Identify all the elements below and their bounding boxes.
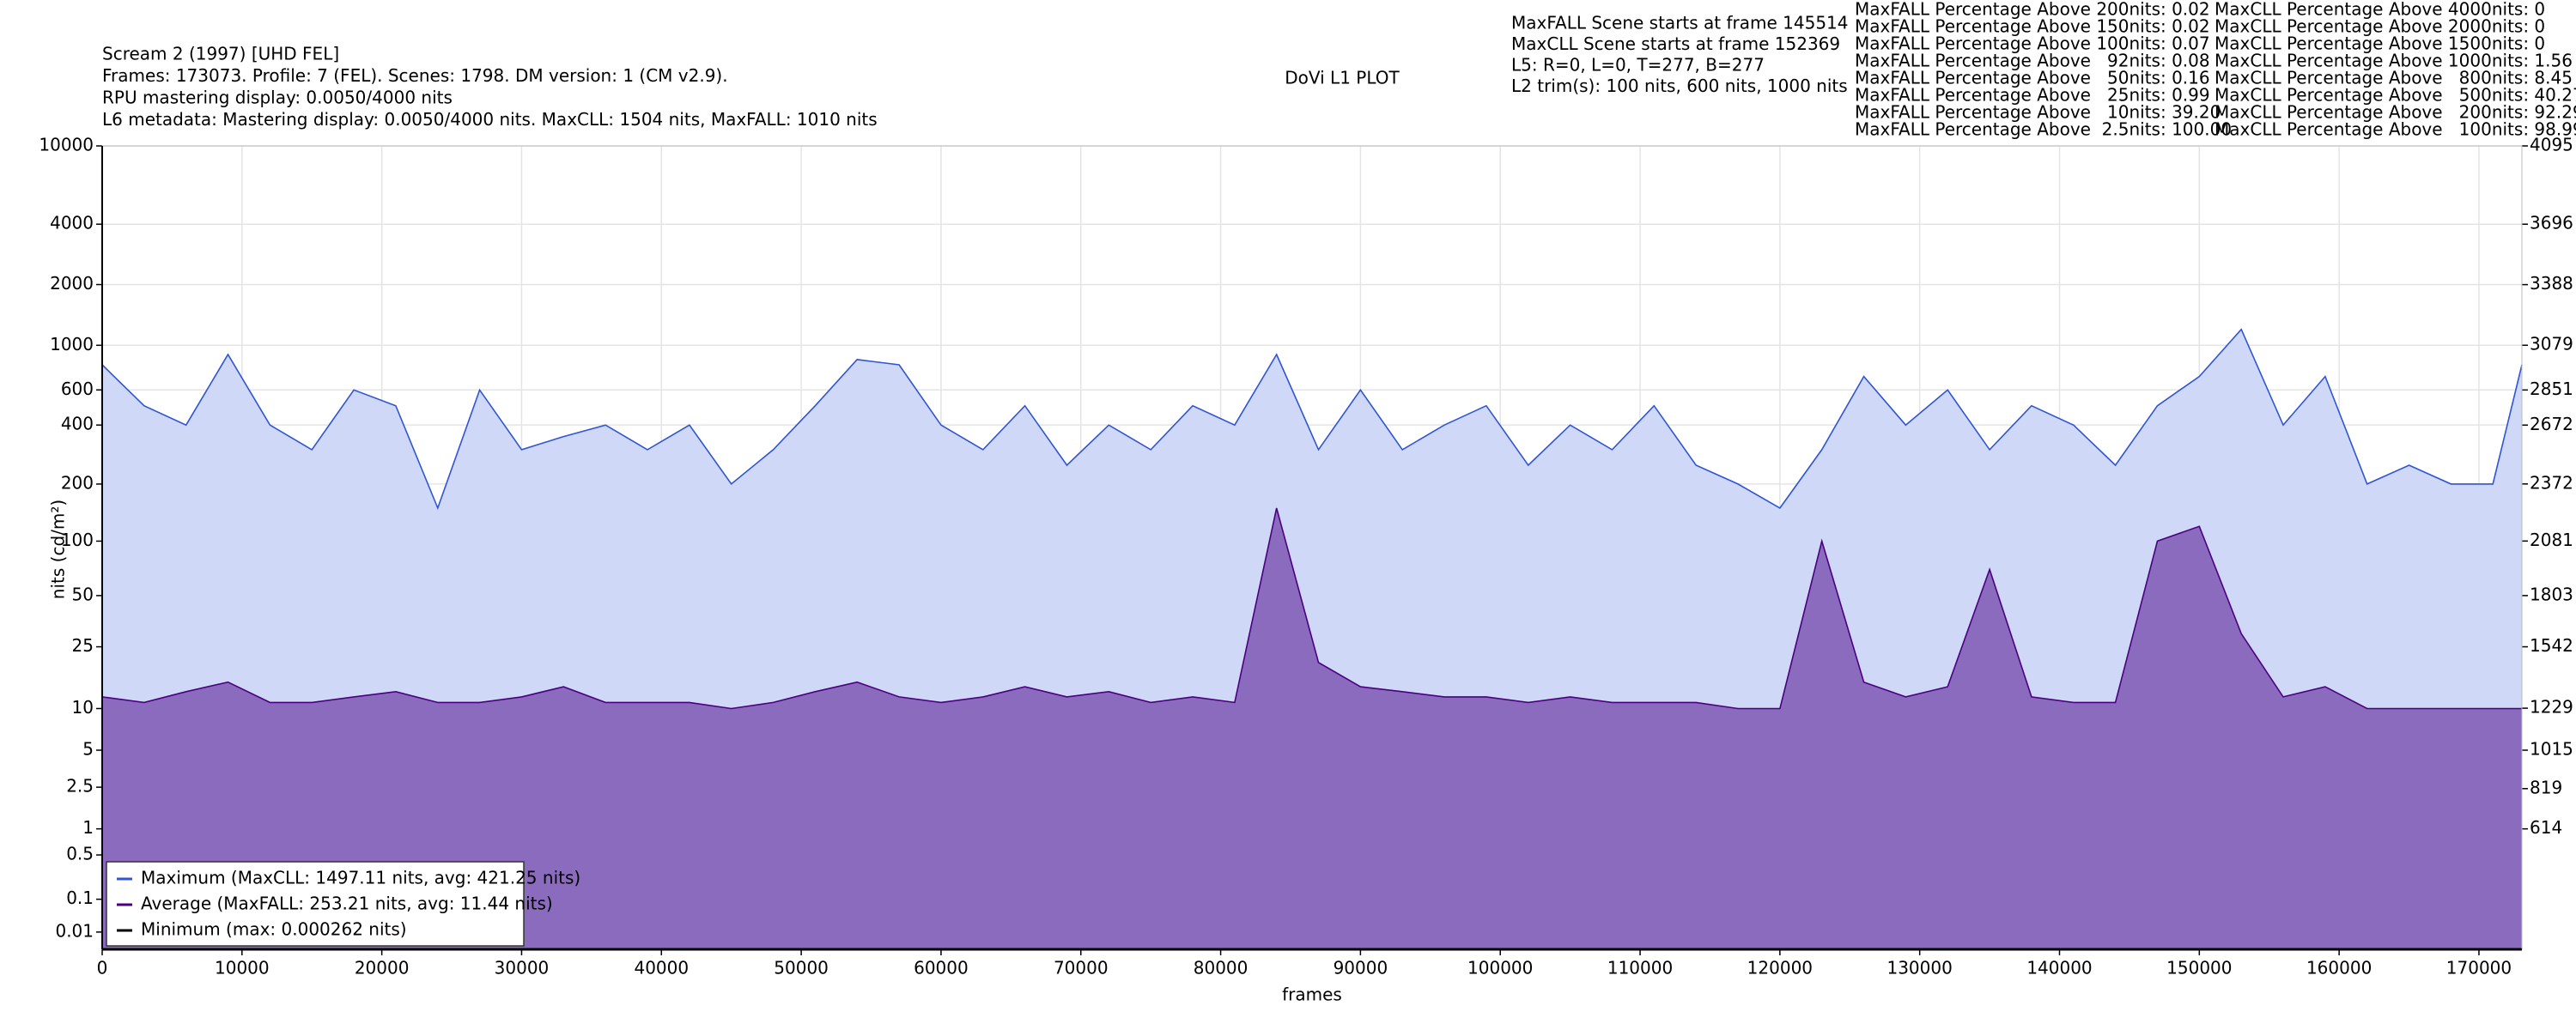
x-tick-label: 30000 (495, 958, 550, 978)
header-line: L6 metadata: Mastering display: 0.0050/4… (102, 109, 878, 130)
y2-tick-label: 1803 (2530, 584, 2573, 604)
x-tick-label: 140000 (2026, 958, 2092, 978)
y2-tick-label: 1015 (2530, 739, 2573, 760)
y-tick-label: 200 (61, 472, 94, 493)
series-line (101, 507, 2522, 710)
x-tick-label: 120000 (1747, 958, 1813, 978)
legend-entry: Maximum (MaxCLL: 1497.11 nits, avg: 421.… (141, 868, 580, 888)
x-tick-label: 110000 (1607, 958, 1673, 978)
x-tick-label: 90000 (1334, 958, 1388, 978)
info-line: L5: R=0, L=0, T=277, B=277 (1511, 55, 1765, 76)
x-tick-label: 130000 (1886, 958, 1952, 978)
y2-tick-label: 2672 (2530, 414, 2573, 434)
y2-tick-label: 3696 (2530, 213, 2573, 233)
x-tick-label: 60000 (914, 958, 969, 978)
x-axis-label: frames (1282, 985, 1342, 1005)
x-tick-label: 70000 (1054, 958, 1109, 978)
x-tick-label: 170000 (2446, 958, 2512, 978)
x-tick-label: 40000 (634, 958, 689, 978)
chart-title: DoVi L1 PLOT (1285, 68, 1400, 88)
maxcll-percentage: MaxCLL Percentage Above 2000nits: 0 (2215, 16, 2545, 37)
x-tick-label: 100000 (1467, 958, 1533, 978)
maxcll-percentage: MaxCLL Percentage Above 200nits: 92.29 (2215, 102, 2576, 123)
maxfall-percentage: MaxFALL Percentage Above 92nits: 0.08 (1855, 51, 2210, 71)
y2-tick-label: 819 (2530, 777, 2562, 797)
y-tick-label: 2000 (50, 273, 94, 294)
maxfall-percentage: MaxFALL Percentage Above 50nits: 0.16 (1855, 68, 2210, 88)
maxfall-percentage: MaxFALL Percentage Above 200nits: 0.02 (1855, 0, 2210, 20)
maxfall-percentage: MaxFALL Percentage Above 25nits: 0.99 (1855, 85, 2210, 106)
info-line: L2 trim(s): 100 nits, 600 nits, 1000 nit… (1511, 76, 1848, 96)
y-tick-label: 100 (61, 530, 94, 550)
y-tick-label: 10 (72, 697, 94, 718)
x-tick-label: 150000 (2166, 958, 2232, 978)
legend-entry: Minimum (max: 0.000262 nits) (141, 919, 407, 940)
maxcll-percentage: MaxCLL Percentage Above 4000nits: 0 (2215, 0, 2545, 20)
y-tick-label: 1000 (50, 334, 94, 354)
y2-tick-label: 2081 (2530, 530, 2573, 550)
y2-tick-label: 1542 (2530, 635, 2573, 656)
maxfall-percentage: MaxFALL Percentage Above 100nits: 0.07 (1855, 33, 2210, 54)
y-tick-label: 4000 (50, 213, 94, 233)
maxfall-percentage: MaxFALL Percentage Above 150nits: 0.02 (1855, 16, 2210, 37)
area-fill (102, 507, 2522, 949)
y2-tick-label: 2372 (2530, 472, 2573, 493)
maxcll-percentage: MaxCLL Percentage Above 500nits: 40.27 (2215, 85, 2576, 106)
maxcll-percentage: MaxCLL Percentage Above 800nits: 8.45 (2215, 68, 2573, 88)
y-tick-label: 50 (72, 584, 94, 604)
x-tick-label: 160000 (2306, 958, 2372, 978)
y2-tick-label: 3388 (2530, 273, 2573, 294)
y-tick-label: 400 (61, 414, 94, 434)
maxcll-percentage: MaxCLL Percentage Above 1000nits: 1.56 (2215, 51, 2573, 71)
header-line: Frames: 173073. Profile: 7 (FEL). Scenes… (102, 65, 728, 86)
x-tick-label: 80000 (1194, 958, 1249, 978)
info-line: MaxCLL Scene starts at frame 152369 (1511, 33, 1840, 54)
y2-tick-label: 2851 (2530, 379, 2573, 399)
x-tick-label: 10000 (215, 958, 270, 978)
y-axis-label: nits (cd/m²) (48, 500, 69, 599)
x-tick-label: 20000 (355, 958, 410, 978)
legend-entry: Average (MaxFALL: 253.21 nits, avg: 11.4… (141, 894, 553, 914)
maxfall-percentage: MaxFALL Percentage Above 2.5nits: 100.00 (1855, 119, 2232, 140)
y-tick-label: 25 (72, 635, 94, 656)
y-tick-label: 0.1 (66, 888, 94, 908)
y2-tick-label: 1229 (2530, 697, 2573, 718)
y2-tick-label: 4095 (2530, 135, 2573, 155)
y-tick-label: 0.01 (55, 920, 94, 941)
y-tick-label: 10000 (39, 135, 94, 155)
x-tick-label: 50000 (774, 958, 829, 978)
y-tick-label: 0.5 (66, 844, 94, 864)
series-line (101, 328, 2523, 511)
y-tick-label: 1 (82, 817, 94, 838)
maxcll-percentage: MaxCLL Percentage Above 1500nits: 0 (2215, 33, 2545, 54)
x-tick-label: 0 (97, 958, 108, 978)
y2-tick-label: 614 (2530, 817, 2562, 838)
legend-box (106, 861, 525, 947)
y-tick-label: 5 (82, 739, 94, 760)
maxcll-percentage: MaxCLL Percentage Above 100nits: 98.99 (2215, 119, 2576, 140)
y2-tick-label: 3079 (2530, 334, 2573, 354)
y-tick-label: 600 (61, 379, 94, 399)
maxfall-percentage: MaxFALL Percentage Above 10nits: 39.20 (1855, 102, 2221, 123)
header-line: RPU mastering display: 0.0050/4000 nits (102, 88, 453, 108)
info-line: MaxFALL Scene starts at frame 145514 (1511, 13, 1849, 33)
y-tick-label: 2.5 (66, 776, 94, 797)
header-line: Scream 2 (1997) [UHD FEL] (102, 44, 339, 64)
